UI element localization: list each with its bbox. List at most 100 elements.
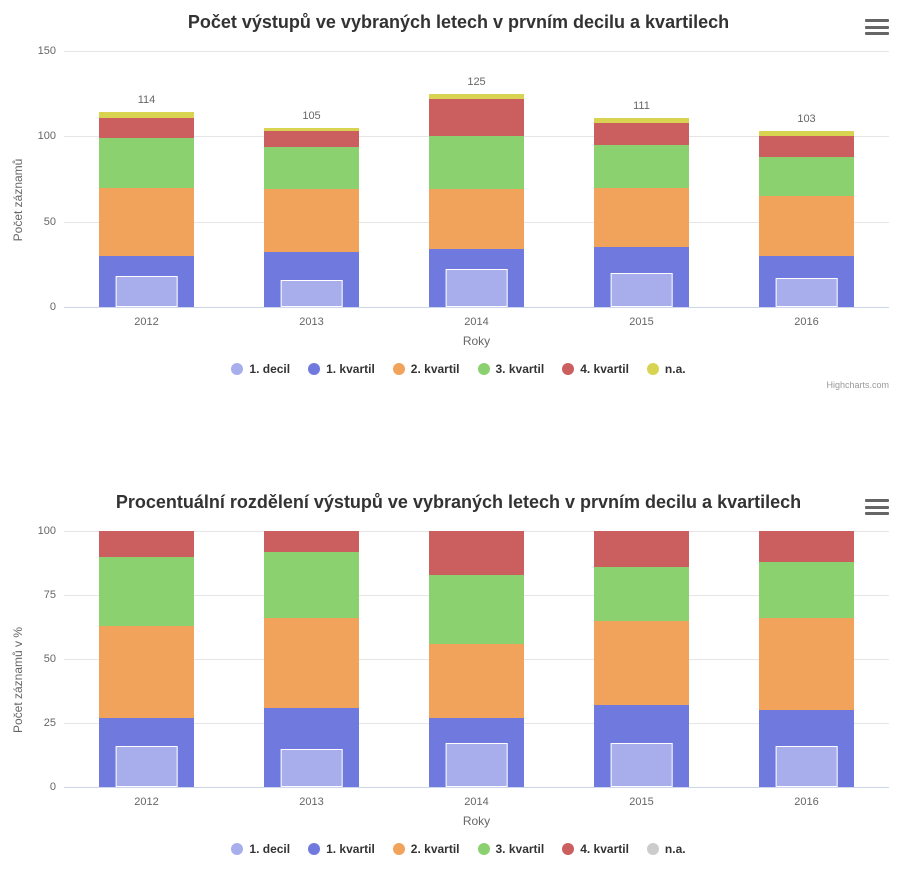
segment-kvartil4[interactable] [594, 123, 690, 145]
segment-kvartil2[interactable] [759, 196, 855, 256]
segment-kvartil3[interactable] [759, 157, 855, 196]
legend-item-kvartil4[interactable]: 4. kvartil [562, 362, 629, 376]
segment-kvartil4[interactable] [264, 131, 360, 146]
stack-total-label: 111 [633, 100, 650, 112]
segment-kvartil2[interactable] [429, 189, 525, 249]
overlay-decil1[interactable] [445, 743, 508, 787]
bar-slot [394, 531, 559, 787]
segment-kvartil4[interactable] [99, 118, 195, 138]
segment-kvartil4[interactable] [429, 531, 525, 575]
bar-group[interactable] [264, 531, 360, 787]
segment-kvartil4[interactable] [264, 531, 360, 551]
overlay-decil1[interactable] [775, 746, 838, 787]
x-axis-title: Roky [64, 814, 889, 828]
legend-swatch-icon [231, 363, 243, 375]
chart-menu-icon[interactable] [865, 496, 889, 518]
bar-slot [64, 531, 229, 787]
segment-kvartil4[interactable] [759, 136, 855, 156]
overlay-decil1[interactable] [445, 269, 508, 307]
legend-swatch-icon [393, 843, 405, 855]
x-tick-label: 2016 [724, 316, 889, 328]
legend-item-kvartil1[interactable]: 1. kvartil [308, 842, 375, 856]
chart2-plot: Počet záznamů v %02550751002012201320142… [64, 531, 889, 828]
overlay-decil1[interactable] [610, 743, 673, 787]
segment-kvartil2[interactable] [429, 644, 525, 718]
legend-item-na[interactable]: n.a. [647, 362, 686, 376]
legend-item-kvartil4[interactable]: 4. kvartil [562, 842, 629, 856]
x-tick-label: 2013 [229, 796, 394, 808]
bar-group[interactable]: 105 [264, 51, 360, 307]
legend-swatch-icon [478, 363, 490, 375]
stack-total-label: 103 [797, 113, 815, 125]
bar-group[interactable]: 125 [429, 51, 525, 307]
bar-group[interactable]: 103 [759, 51, 855, 307]
y-tick-label: 50 [44, 653, 64, 665]
segment-kvartil3[interactable] [759, 562, 855, 618]
segment-kvartil3[interactable] [264, 552, 360, 619]
x-axis-title: Roky [64, 334, 889, 348]
segment-kvartil4[interactable] [759, 531, 855, 562]
segment-kvartil3[interactable] [99, 557, 195, 626]
credits-link[interactable]: Highcharts.com [0, 380, 917, 390]
legend-item-kvartil2[interactable]: 2. kvartil [393, 842, 460, 856]
segment-kvartil3[interactable] [429, 575, 525, 644]
overlay-decil1[interactable] [280, 280, 343, 307]
legend-label: 1. kvartil [326, 362, 375, 376]
segment-kvartil3[interactable] [264, 147, 360, 190]
overlay-decil1[interactable] [610, 273, 673, 307]
plot-area: 050100150114105125111103 [64, 51, 889, 308]
legend-item-decil1[interactable]: 1. decil [231, 362, 290, 376]
segment-kvartil2[interactable] [759, 618, 855, 710]
y-tick-label: 25 [44, 717, 64, 729]
overlay-decil1[interactable] [775, 278, 838, 307]
segment-kvartil4[interactable] [429, 99, 525, 137]
stack-total-label: 105 [302, 110, 320, 122]
bar-group[interactable]: 114 [99, 51, 195, 307]
segment-kvartil3[interactable] [594, 145, 690, 188]
legend-item-kvartil3[interactable]: 3. kvartil [478, 362, 545, 376]
overlay-decil1[interactable] [280, 749, 343, 787]
bar-group[interactable] [594, 531, 690, 787]
segment-kvartil4[interactable] [99, 531, 195, 557]
y-tick-label: 50 [44, 216, 64, 228]
segment-kvartil3[interactable] [429, 136, 525, 189]
segment-kvartil2[interactable] [594, 188, 690, 248]
legend-label: 1. kvartil [326, 842, 375, 856]
bar-group[interactable] [99, 531, 195, 787]
stack-total-label: 114 [138, 94, 156, 106]
legend-label: n.a. [665, 842, 686, 856]
y-tick-label: 75 [44, 589, 64, 601]
bar-group[interactable] [429, 531, 525, 787]
y-tick-label: 100 [38, 130, 64, 142]
legend-item-na_grey[interactable]: n.a. [647, 842, 686, 856]
segment-kvartil3[interactable] [99, 138, 195, 187]
segment-kvartil3[interactable] [594, 567, 690, 621]
overlay-decil1[interactable] [115, 746, 178, 787]
segment-kvartil2[interactable] [264, 618, 360, 708]
legend-label: 2. kvartil [411, 842, 460, 856]
bar-group[interactable] [759, 531, 855, 787]
segment-kvartil2[interactable] [594, 621, 690, 705]
x-axis-row: 20122013201420152016 [64, 316, 889, 328]
overlay-decil1[interactable] [115, 276, 178, 307]
bar-slot [559, 531, 724, 787]
y-tick-label: 150 [38, 45, 64, 57]
legend-item-kvartil2[interactable]: 2. kvartil [393, 362, 460, 376]
legend: 1. decil 1. kvartil 2. kvartil 3. kvartil 4.… [0, 842, 917, 856]
chart2-title: Procentuální rozdělení výstupů ve vybran… [0, 492, 917, 513]
chart-menu-icon[interactable] [865, 16, 889, 38]
legend-swatch-icon [231, 843, 243, 855]
x-tick-label: 2014 [394, 796, 559, 808]
legend-item-kvartil3[interactable]: 3. kvartil [478, 842, 545, 856]
legend-label: 3. kvartil [496, 842, 545, 856]
segment-kvartil2[interactable] [99, 626, 195, 718]
segment-kvartil2[interactable] [99, 188, 195, 256]
legend-item-kvartil1[interactable]: 1. kvartil [308, 362, 375, 376]
segment-kvartil2[interactable] [264, 189, 360, 252]
bar-slot [229, 531, 394, 787]
legend-swatch-icon [478, 843, 490, 855]
bar-group[interactable]: 111 [594, 51, 690, 307]
segment-kvartil4[interactable] [594, 531, 690, 567]
legend-item-decil1[interactable]: 1. decil [231, 842, 290, 856]
legend-swatch-icon [647, 843, 659, 855]
